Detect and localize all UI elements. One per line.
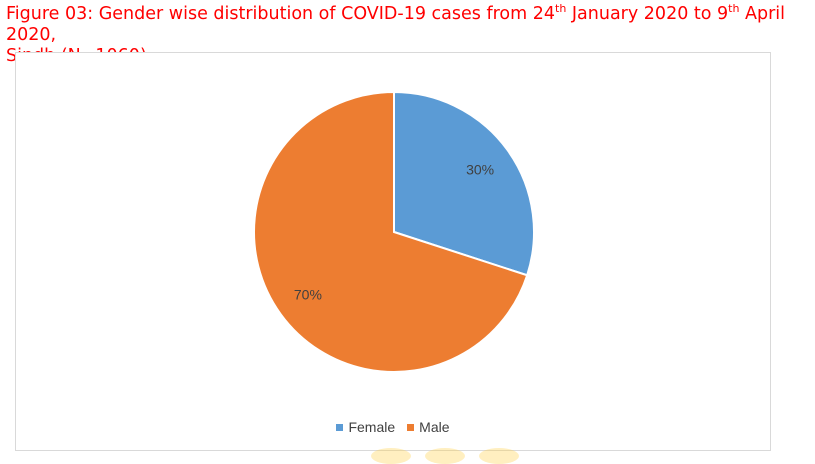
watermark-mark — [425, 448, 465, 464]
chart-area: 30% 70% Female Male — [15, 52, 771, 451]
data-label-female: 30% — [466, 161, 494, 177]
chart-legend: Female Male — [16, 419, 770, 435]
watermark-mark — [479, 448, 519, 464]
legend-item-male: Male — [407, 419, 450, 435]
data-label-male: 70% — [294, 287, 322, 303]
pie-slice-female — [393, 90, 535, 277]
caption-text-2: January 2020 to 9 — [566, 4, 729, 24]
watermark-mark — [371, 448, 411, 464]
legend-item-female: Female — [336, 419, 395, 435]
caption-superscript-1: th — [555, 2, 567, 16]
caption-text-3: April 2020, — [6, 4, 786, 45]
caption-superscript-2: th — [728, 2, 740, 16]
legend-label: Female — [348, 419, 396, 435]
legend-swatch — [407, 423, 415, 431]
pie-slice-male — [253, 90, 529, 373]
caption-text-1: Figure 03: Gender wise distribution of C… — [6, 4, 556, 24]
legend-swatch — [336, 423, 344, 431]
pie-chart: 30% 70% — [253, 90, 535, 373]
legend-label: Male — [419, 419, 450, 435]
